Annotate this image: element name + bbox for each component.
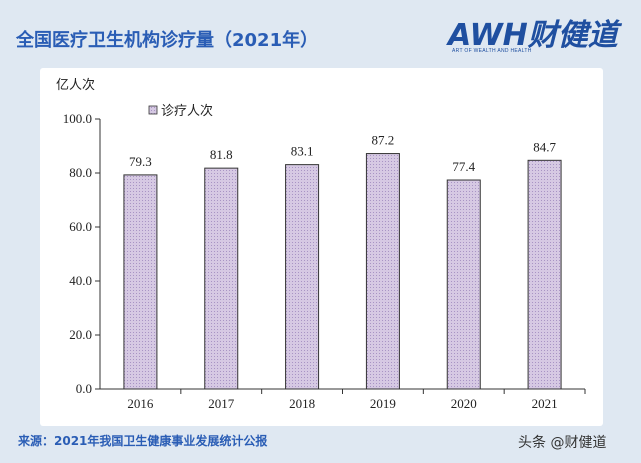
x-tick-label: 2020 bbox=[451, 396, 477, 411]
bar-value-label: 77.4 bbox=[452, 159, 475, 174]
bar bbox=[123, 174, 158, 390]
bar bbox=[527, 159, 562, 390]
bar-value-label: 79.3 bbox=[129, 154, 152, 169]
y-tick-label: 60.0 bbox=[69, 219, 92, 234]
legend: 诊疗人次 bbox=[148, 103, 213, 119]
x-tick-label: 2017 bbox=[208, 396, 235, 411]
watermark: 头条 @财健道 bbox=[518, 435, 607, 451]
source-note: 来源：2021年我国卫生健康事业发展统计公报 bbox=[18, 434, 268, 448]
y-tick-label: 100.0 bbox=[63, 111, 92, 126]
logo-wordmark: AWH财健道 bbox=[448, 18, 618, 53]
bar-chart: 亿人次 诊疗人次 0.0 20.0 40.0 60.0 80.0 100.0 2016 201… bbox=[56, 77, 586, 411]
x-tick-label: 2019 bbox=[370, 396, 396, 411]
chart-panel: 亿人次 诊疗人次 0.0 20.0 40.0 60.0 80.0 100.0 2016 201… bbox=[40, 68, 603, 426]
legend-label: 诊疗人次 bbox=[161, 103, 213, 119]
y-tick-label: 80.0 bbox=[69, 165, 92, 180]
legend-swatch bbox=[148, 105, 158, 115]
bar-value-label: 81.8 bbox=[210, 147, 233, 162]
bar-value-label: 83.1 bbox=[291, 144, 314, 159]
bar-value-label: 84.7 bbox=[533, 139, 556, 154]
bar bbox=[204, 167, 239, 390]
x-tick-label: 2018 bbox=[289, 396, 315, 411]
bar bbox=[365, 153, 400, 390]
bar bbox=[446, 179, 481, 390]
y-unit-label: 亿人次 bbox=[56, 77, 95, 93]
logo-tagline: ART OF WEALTH AND HEALTH bbox=[452, 48, 532, 54]
x-tick-label: 2016 bbox=[127, 396, 153, 411]
y-tick-label: 0.0 bbox=[76, 381, 92, 396]
x-tick-label: 2021 bbox=[532, 396, 558, 411]
bar-value-label: 87.2 bbox=[372, 133, 395, 148]
y-tick-label: 40.0 bbox=[69, 273, 92, 288]
page-title: 全国医疗卫生机构诊疗量（2021年） bbox=[16, 30, 319, 51]
bar bbox=[285, 164, 320, 390]
brand-logo: AWH财健道 ART OF WEALTH AND HEALTH bbox=[448, 10, 618, 60]
y-tick-label: 20.0 bbox=[69, 327, 92, 342]
